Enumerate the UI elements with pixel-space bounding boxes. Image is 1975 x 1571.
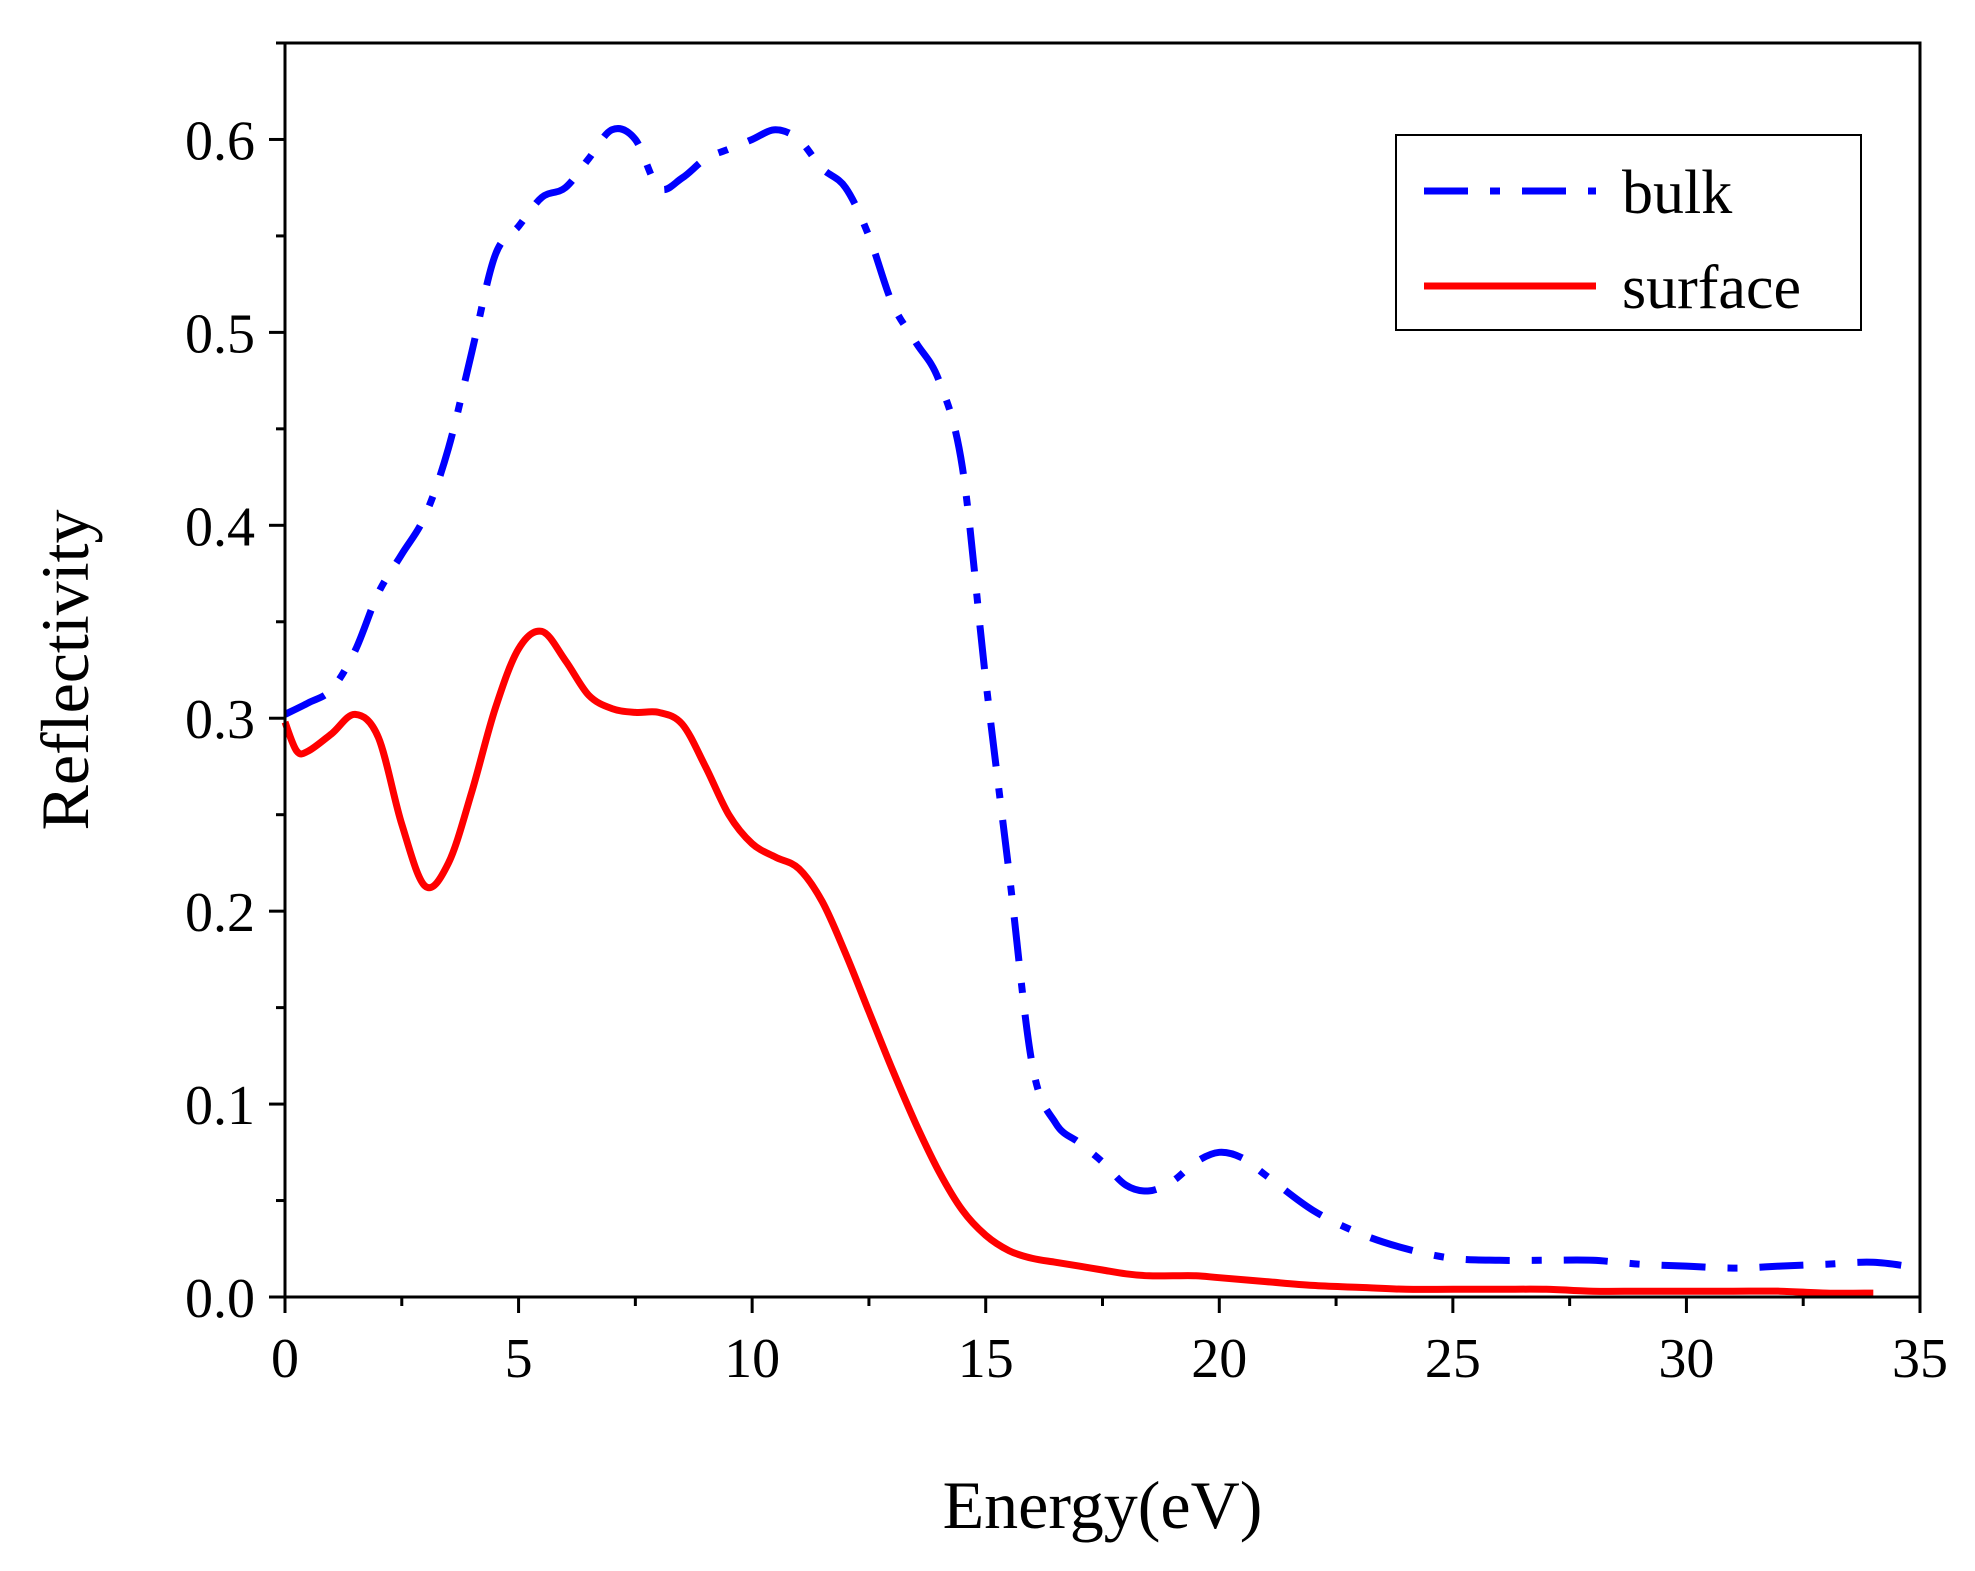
legend: bulk surface bbox=[1395, 134, 1862, 331]
x-axis-title: Energy(eV) bbox=[943, 1467, 1263, 1543]
y-tick-label-0.3: 0.3 bbox=[185, 689, 255, 751]
series-line-surface bbox=[281, 627, 1874, 1297]
x-tick-label-35: 35 bbox=[1892, 1328, 1948, 1390]
x-tick-label-15: 15 bbox=[958, 1328, 1014, 1390]
legend-label-surface: surface bbox=[1622, 254, 1801, 322]
x-tick-label-5: 5 bbox=[505, 1328, 533, 1390]
x-tick-label-30: 30 bbox=[1658, 1328, 1714, 1390]
x-tick-label-0: 0 bbox=[271, 1328, 299, 1390]
y-tick-label-0.6: 0.6 bbox=[185, 110, 255, 172]
series-layer bbox=[281, 125, 1921, 1297]
legend-box bbox=[1395, 134, 1862, 331]
axes-layer: 0 5 10 15 20 25 30 35 0.0 0.1 0.2 0.3 0.4 0.5 0.6 bbox=[185, 41, 1948, 1390]
y-tick-label-0.4: 0.4 bbox=[185, 496, 255, 558]
legend-label-bulk: bulk bbox=[1622, 159, 1732, 227]
x-tick-label-10: 10 bbox=[724, 1328, 780, 1390]
x-tick-label-20: 20 bbox=[1191, 1328, 1247, 1390]
x-tick-label-25: 25 bbox=[1425, 1328, 1481, 1390]
y-tick-label-0.2: 0.2 bbox=[185, 882, 255, 944]
y-tick-label-0.1: 0.1 bbox=[185, 1075, 255, 1137]
y-tick-label-0.5: 0.5 bbox=[185, 303, 255, 365]
y-tick-label-0.0: 0.0 bbox=[185, 1268, 255, 1330]
y-axis-title: Reflectivity bbox=[27, 509, 103, 830]
